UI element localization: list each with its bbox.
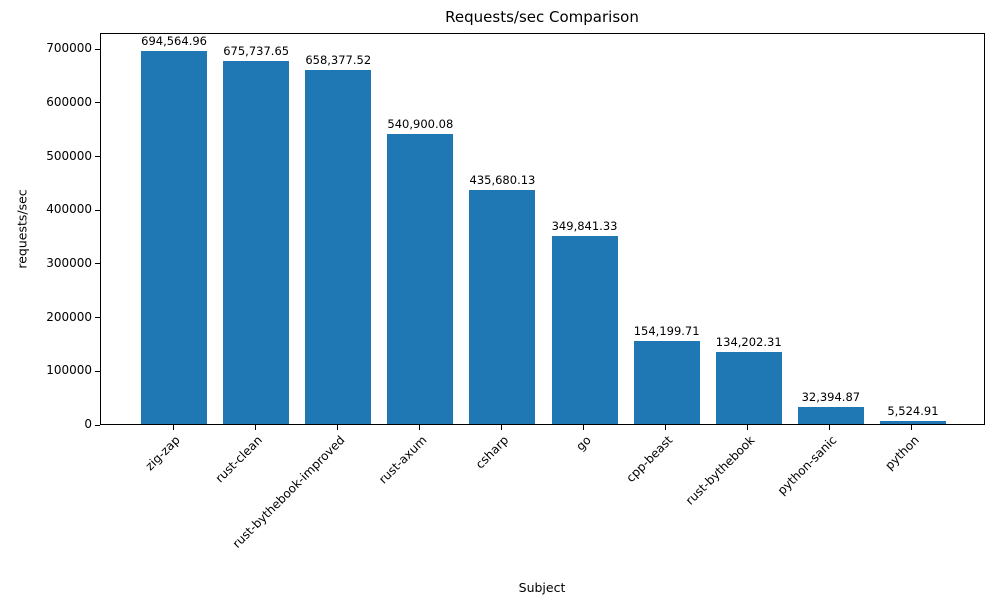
bar-value-label: 154,199.71 — [633, 324, 700, 339]
x-tick-mark — [172, 425, 174, 430]
y-tick-label: 100000 — [46, 363, 92, 378]
x-tick-label: rust-axum — [375, 433, 430, 487]
y-tick-label: 0 — [84, 417, 92, 431]
bar-csharp — [469, 190, 536, 424]
y-tick-label: 700000 — [46, 41, 92, 56]
x-tick-label: csharp — [472, 433, 512, 472]
bar-python — [879, 421, 946, 424]
bar-value-label: 435,680.13 — [469, 173, 536, 188]
y-tick-mark — [95, 370, 100, 372]
y-tick-label: 500000 — [46, 148, 92, 163]
x-tick-label: rust-bythebook — [683, 433, 758, 508]
bar-rust-axum — [387, 133, 454, 424]
y-tick-label: 400000 — [46, 202, 92, 217]
bar-rust-bythebook-improved — [305, 70, 372, 424]
bar-go — [551, 236, 618, 424]
x-tick-mark — [254, 425, 256, 430]
bar-value-label: 675,737.65 — [223, 44, 290, 59]
bar-value-label: 658,377.52 — [305, 53, 372, 68]
bar-zig-zap — [141, 51, 208, 424]
y-tick-mark — [95, 209, 100, 211]
bar-value-label: 5,524.91 — [887, 404, 939, 419]
chart-title: Requests/sec Comparison — [445, 8, 639, 26]
y-tick-mark — [95, 263, 100, 265]
x-tick-mark — [747, 425, 749, 430]
plot-area: 694,564.96 675,737.65 658,377.52 540,900.08… — [100, 33, 985, 425]
x-tick-label: go — [572, 433, 594, 454]
x-tick-mark — [500, 425, 502, 430]
bar-value-label: 349,841.33 — [551, 219, 618, 234]
bar-rust-clean — [223, 61, 290, 424]
y-tick-mark — [95, 156, 100, 157]
x-tick-label: zig-zap — [142, 433, 183, 474]
y-tick-label: 200000 — [46, 309, 92, 324]
bar-value-label: 134,202.31 — [715, 334, 782, 349]
y-tick-mark — [95, 317, 100, 319]
x-tick-label: python-sanic — [775, 433, 840, 498]
bar-value-label: 32,394.87 — [801, 389, 861, 404]
y-tick-mark — [95, 424, 100, 426]
y-tick-label: 300000 — [46, 255, 92, 270]
x-axis-label: Subject — [518, 580, 566, 595]
x-tick-label: cpp-beast — [623, 433, 676, 485]
x-tick-mark — [418, 425, 420, 430]
x-tick-label: python — [882, 433, 922, 473]
bar-value-label: 694,564.96 — [141, 34, 207, 49]
y-tick-mark — [95, 102, 100, 104]
bar-rust-bythebook — [715, 351, 782, 424]
x-tick-mark — [583, 425, 585, 430]
x-tick-mark — [665, 425, 667, 430]
x-tick-label: rust-clean — [212, 433, 266, 486]
x-tick-mark — [911, 425, 913, 430]
y-tick-label: 600000 — [46, 94, 92, 109]
bar-python-sanic — [797, 406, 864, 424]
bar-cpp-beast — [633, 341, 700, 424]
y-tick-mark — [95, 48, 100, 50]
x-tick-mark — [829, 425, 831, 430]
x-tick-mark — [336, 425, 338, 430]
bar-value-label: 540,900.08 — [387, 116, 454, 131]
